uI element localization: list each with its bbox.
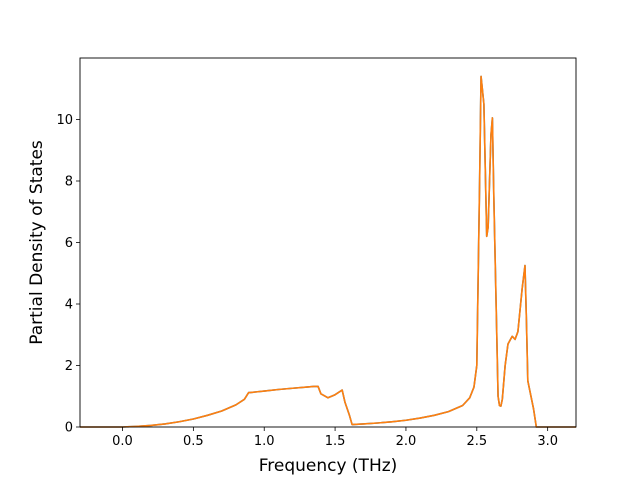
y-axis-label: Partial Density of States — [27, 140, 47, 345]
x-axis-label: Frequency (THz) — [259, 456, 398, 476]
series-line-2 — [80, 75, 576, 428]
plot-area-frame — [79, 57, 577, 428]
y-tick-label: 2 — [65, 359, 73, 374]
x-tick-label: 0.5 — [183, 434, 204, 449]
x-tick-label: 1.0 — [254, 434, 275, 449]
x-tick-label: 3.0 — [537, 434, 558, 449]
series-layer — [80, 75, 576, 428]
y-tick-label: 6 — [65, 236, 73, 251]
x-tick-label: 0.0 — [112, 434, 133, 449]
y-axis-ticks: 0 2 4 6 8 10 — [56, 113, 80, 436]
y-tick-label: 10 — [56, 113, 73, 128]
x-axis-ticks: 0.0 0.5 1.0 1.5 2.0 2.5 3.0 — [112, 427, 558, 449]
x-tick-label: 2.0 — [396, 434, 417, 449]
x-tick-label: 1.5 — [325, 434, 346, 449]
y-tick-label: 8 — [65, 175, 73, 190]
y-tick-label: 0 — [65, 421, 73, 436]
x-tick-label: 2.5 — [466, 434, 487, 449]
y-tick-label: 4 — [65, 298, 73, 313]
series-line-1 — [80, 75, 576, 428]
